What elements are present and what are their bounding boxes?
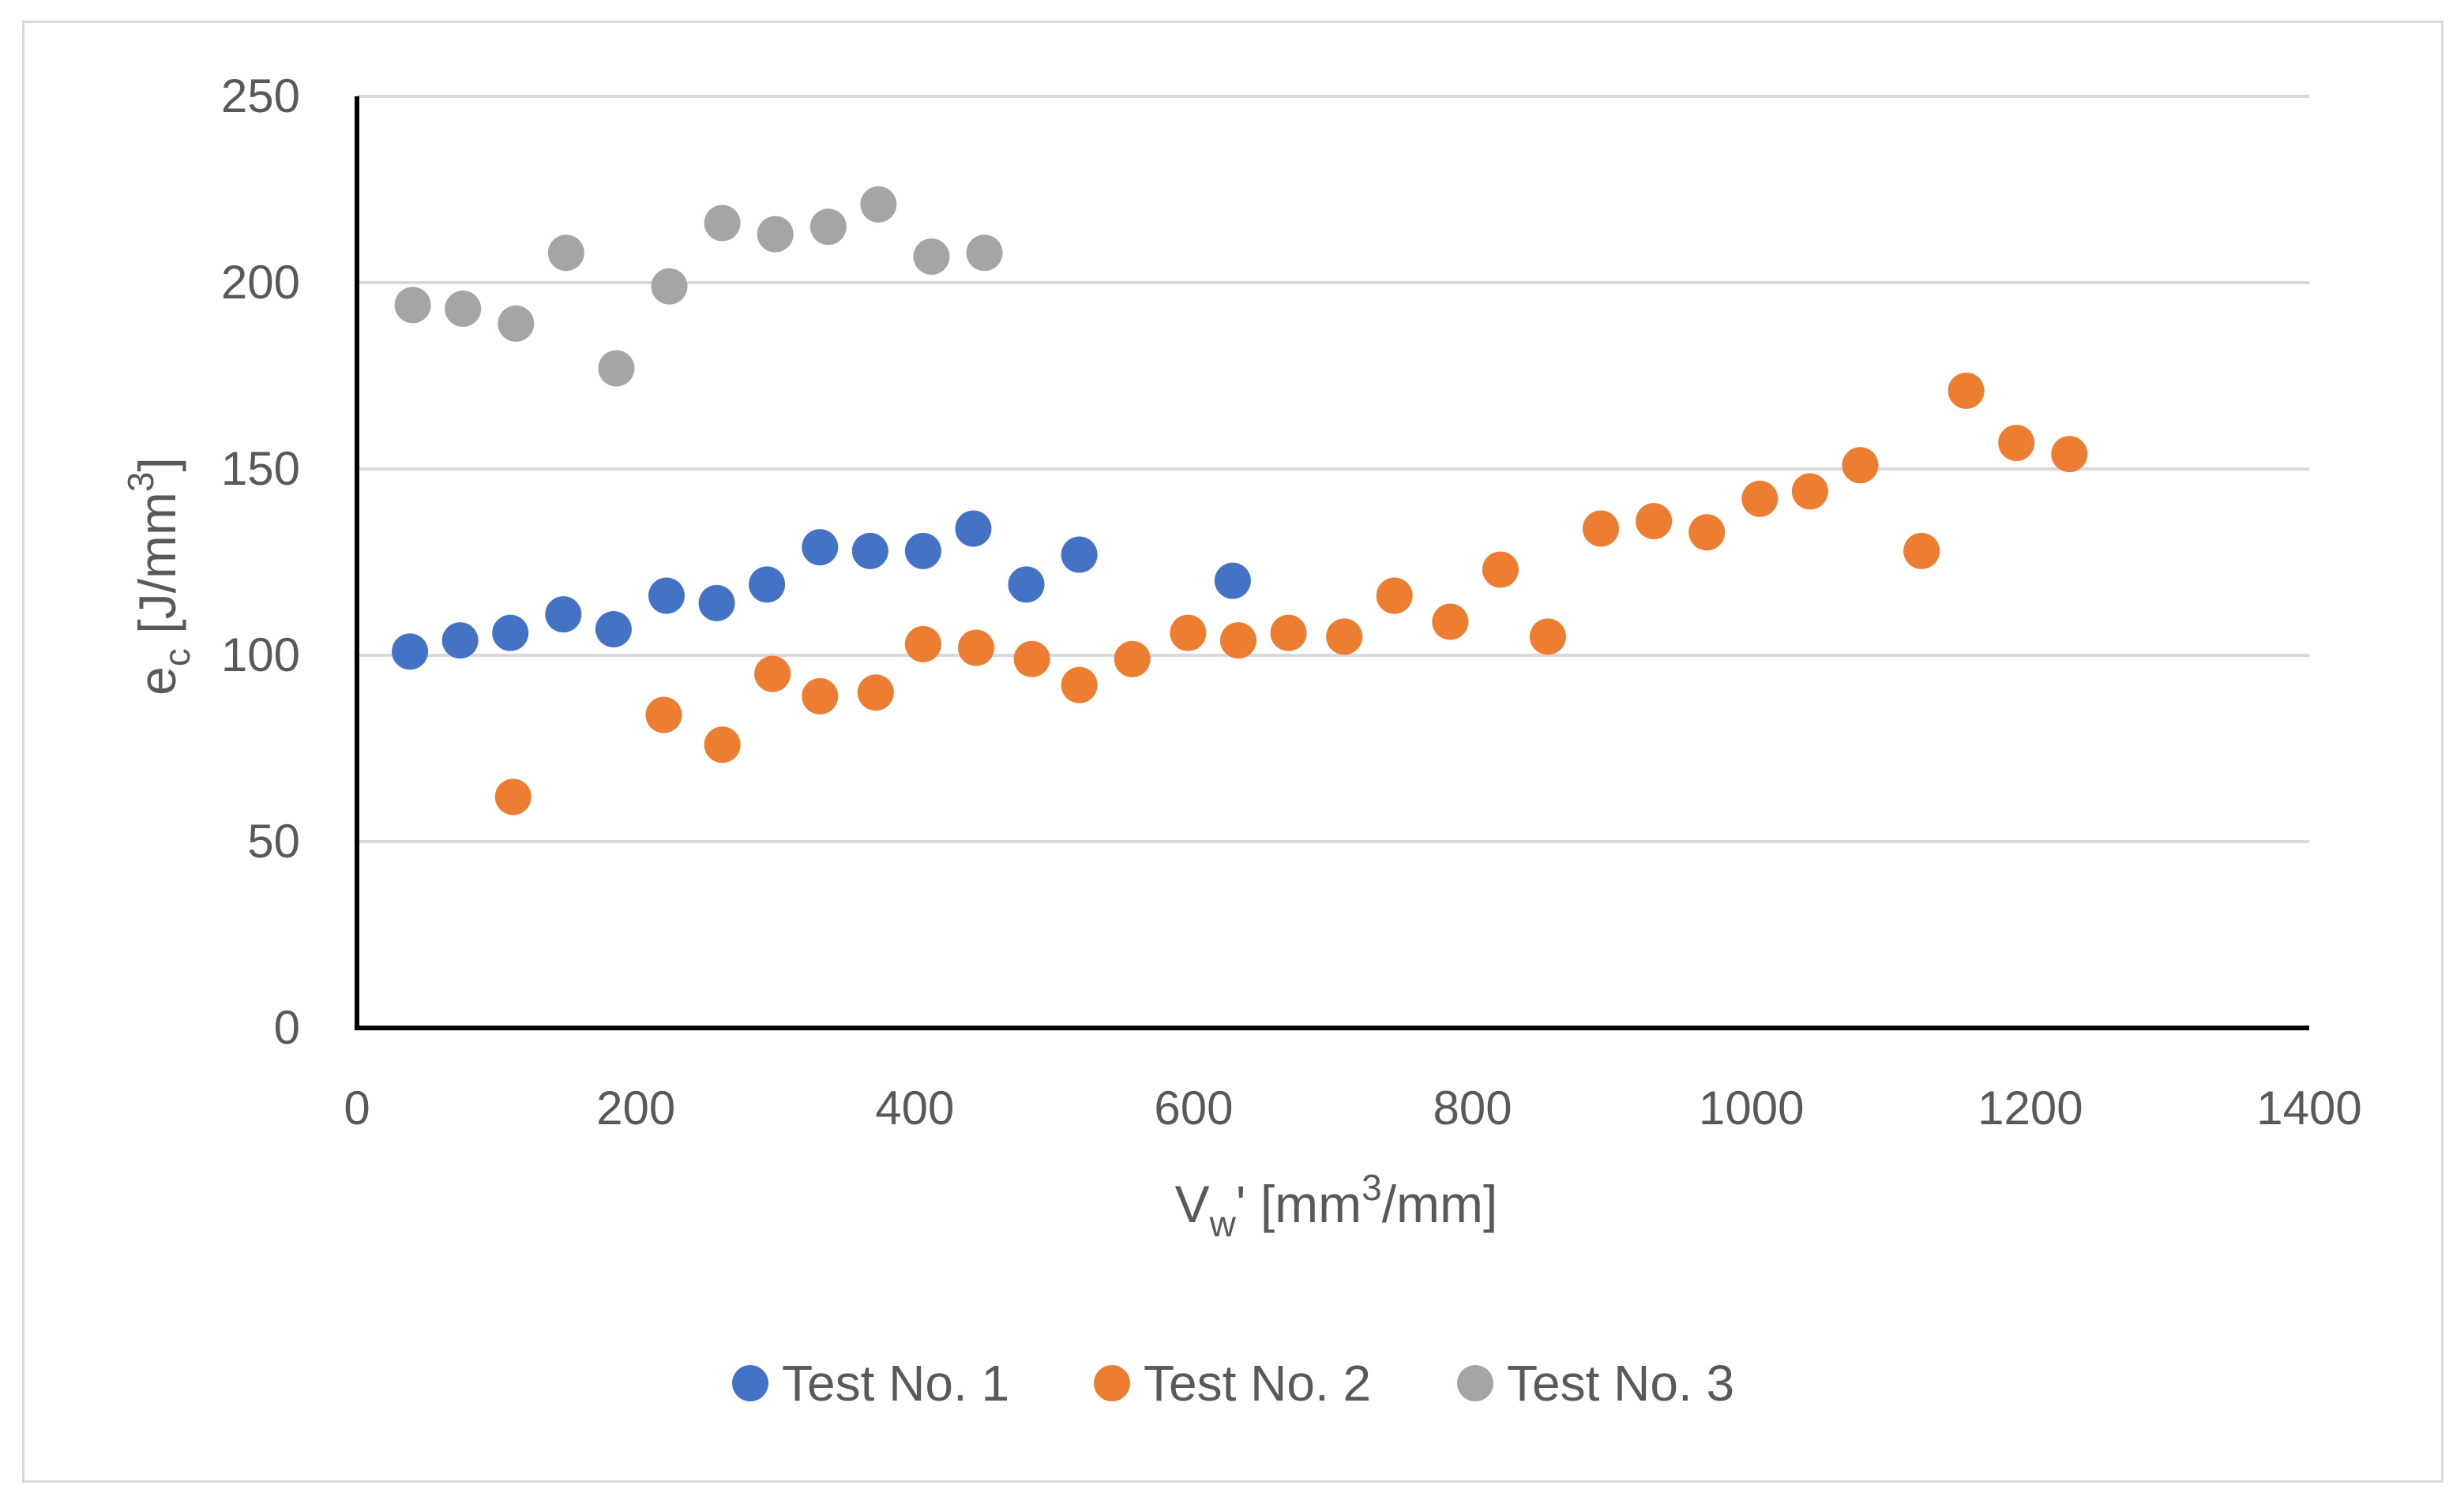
y-tick-label-50: 50 [247, 815, 300, 868]
x-axis-title: Vw' [mm3/mm] [1175, 1167, 1498, 1244]
point-test-3-10 [860, 186, 897, 223]
point-test-1-11 [904, 532, 941, 569]
legend-marker-test-1 [732, 1365, 768, 1401]
point-test-2-22 [1688, 514, 1726, 551]
legend-item-test-3: Test No. 3 [1457, 1355, 1734, 1412]
point-test-1-4 [545, 596, 582, 633]
point-test-3-5 [598, 350, 635, 387]
point-test-3-1 [394, 287, 431, 324]
point-test-3-8 [757, 216, 794, 253]
point-test-2-5 [802, 677, 839, 714]
point-test-2-16 [1376, 577, 1413, 614]
point-test-2-24 [1791, 473, 1828, 510]
x-tick-label-400: 400 [875, 1082, 954, 1135]
x-tick-label-1200: 1200 [1978, 1082, 2083, 1135]
point-test-3-3 [498, 305, 535, 342]
point-test-1-14 [1061, 536, 1098, 573]
point-test-1-15 [1214, 562, 1251, 599]
point-test-2-26 [1903, 532, 1940, 569]
point-test-1-8 [749, 566, 786, 603]
y-tick-label-100: 100 [221, 628, 300, 681]
point-test-3-4 [547, 234, 584, 272]
point-test-3-11 [913, 238, 950, 275]
point-test-2-17 [1432, 603, 1469, 640]
point-test-2-28 [1998, 424, 2035, 461]
point-test-2-19 [1529, 618, 1566, 655]
legend-item-test-2: Test No. 2 [1094, 1355, 1371, 1412]
chart-frame [22, 21, 2443, 1483]
point-test-2-7 [904, 625, 941, 662]
point-test-2-13 [1219, 622, 1256, 659]
x-tick-label-1000: 1000 [1699, 1082, 1804, 1135]
point-test-2-20 [1583, 510, 1620, 547]
y-tick-label-0: 0 [274, 1001, 300, 1054]
point-test-1-13 [1008, 566, 1045, 603]
y-tick-label-200: 200 [221, 256, 300, 309]
y-tick-label-250: 250 [221, 69, 300, 122]
point-test-1-3 [492, 614, 529, 651]
point-test-3-9 [809, 208, 847, 246]
legend-marker-test-2 [1094, 1365, 1130, 1401]
point-test-1-5 [595, 610, 632, 647]
point-test-3-6 [651, 268, 688, 305]
gridlines [357, 95, 2309, 843]
axes [355, 96, 2309, 1030]
point-test-3-2 [445, 291, 482, 328]
point-test-2-9 [1013, 640, 1050, 677]
point-test-1-12 [955, 510, 992, 547]
point-test-2-8 [957, 629, 994, 666]
x-tick-label-0: 0 [344, 1082, 370, 1135]
point-test-3-12 [966, 234, 1003, 272]
point-test-2-18 [1482, 551, 1519, 588]
point-test-1-6 [648, 577, 685, 614]
point-test-2-23 [1741, 480, 1779, 517]
x-tick-label-1400: 1400 [2256, 1082, 2361, 1135]
point-test-1-7 [698, 584, 735, 621]
point-test-2-15 [1326, 618, 1363, 655]
point-test-1-10 [851, 532, 888, 569]
point-test-2-29 [2051, 436, 2088, 473]
point-test-2-2 [645, 696, 682, 733]
point-test-2-10 [1061, 666, 1098, 703]
legend-label-test-2: Test No. 2 [1144, 1355, 1371, 1412]
point-test-2-3 [704, 726, 741, 763]
x-tick-label-600: 600 [1154, 1082, 1233, 1135]
point-test-2-1 [494, 778, 531, 816]
point-test-3-7 [704, 204, 741, 242]
legend-label-test-1: Test No. 1 [782, 1355, 1009, 1412]
point-test-2-4 [754, 655, 791, 692]
tick-labels: 0 50 100 150 200 250 0 200 400 600 800 1000 1200 1400 [221, 69, 2362, 1135]
x-tick-label-200: 200 [596, 1082, 675, 1135]
point-test-2-12 [1170, 614, 1207, 651]
legend-label-test-3: Test No. 3 [1507, 1355, 1734, 1412]
legend-item-test-1: Test No. 1 [732, 1355, 1009, 1412]
data-points [392, 186, 2088, 816]
y-axis-title: ec [J/mm3] [120, 457, 197, 696]
point-test-2-14 [1270, 614, 1307, 651]
y-tick-label-150: 150 [221, 442, 300, 495]
x-tick-label-800: 800 [1433, 1082, 1512, 1135]
point-test-2-21 [1636, 503, 1673, 540]
point-test-1-9 [802, 529, 839, 566]
legend: Test No. 1 Test No. 2 Test No. 3 [732, 1355, 1734, 1412]
point-test-2-25 [1842, 447, 1879, 484]
point-test-1-1 [392, 633, 429, 670]
point-test-2-27 [1948, 372, 1985, 409]
point-test-2-6 [857, 674, 894, 711]
legend-marker-test-3 [1457, 1365, 1493, 1401]
point-test-2-11 [1114, 640, 1151, 677]
point-test-1-2 [441, 622, 479, 659]
